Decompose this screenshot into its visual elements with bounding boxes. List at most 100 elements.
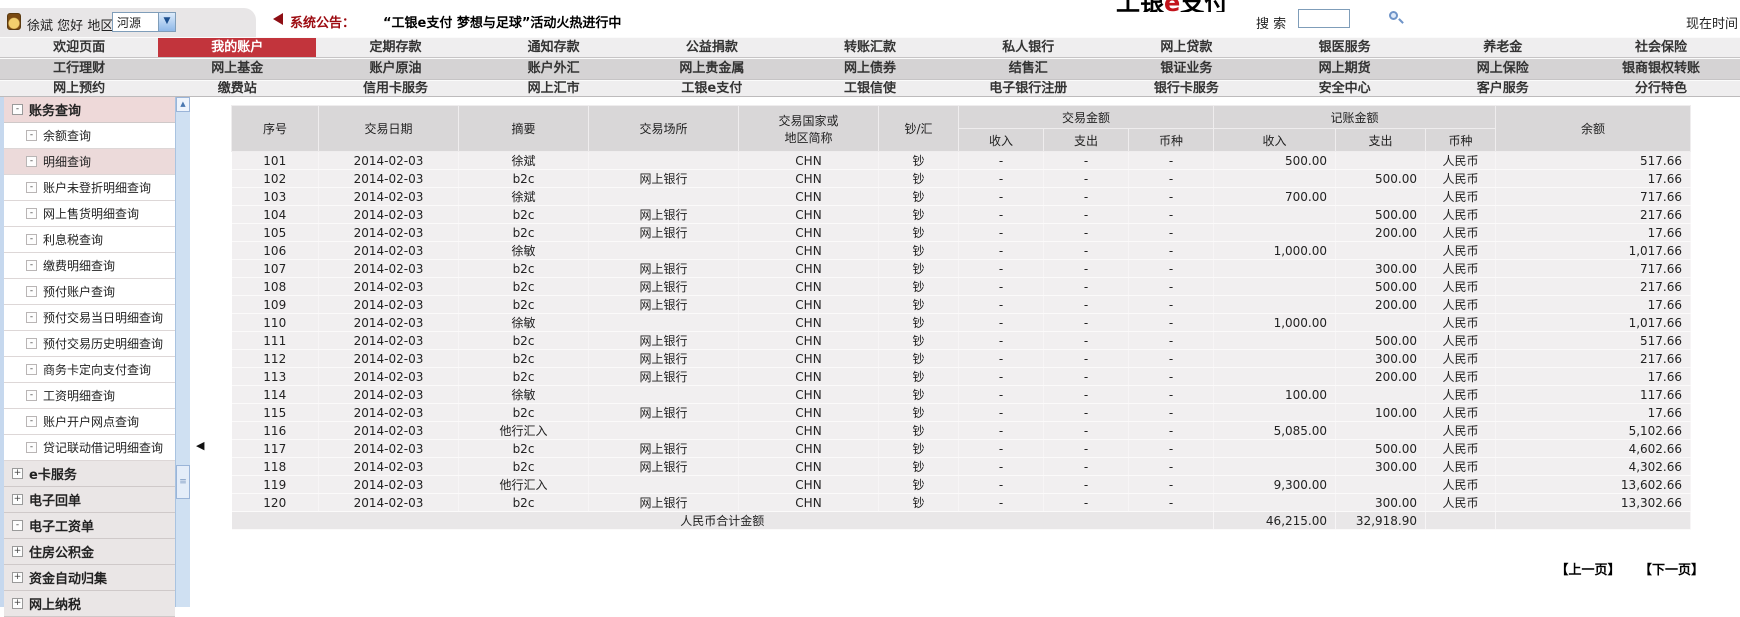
sidebar-item[interactable]: - 账务查询 (4, 97, 175, 123)
nav-tab[interactable]: 定期存款 (369, 40, 422, 55)
sidebar-collapse-icon[interactable]: ◀ (196, 439, 205, 452)
cell-cash-type: 钞 (878, 277, 959, 296)
cell-trade-currency: - (1128, 259, 1214, 278)
cell-record-income: 700.00 (1213, 187, 1336, 206)
sidebar-item[interactable]: - 预付交易当日明细查询 (4, 305, 175, 331)
sidebar-item[interactable]: + e卡服务 (4, 461, 175, 487)
cell-date: 2014-02-03 (318, 313, 459, 332)
prev-page-button[interactable]: 【上一页】 (1555, 563, 1621, 578)
nav-tab[interactable]: 银医服务 (1318, 40, 1371, 55)
sidebar-item[interactable]: - 缴费明细查询 (4, 253, 175, 279)
nav-tab[interactable]: 网上汇市 (527, 81, 580, 96)
cell-country: CHN (738, 313, 879, 332)
collapse-minus-icon[interactable]: - (12, 104, 23, 115)
collapse-minus-icon[interactable]: - (26, 416, 37, 427)
nav-tab[interactable]: 银商银权转账 (1621, 61, 1700, 76)
cell-place (588, 187, 739, 206)
next-page-button[interactable]: 【下一页】 (1638, 563, 1704, 578)
cell-record-expense: 500.00 (1335, 331, 1426, 350)
chevron-down-icon[interactable]: ▼ (158, 13, 175, 31)
sidebar-item[interactable]: + 资金自动归集 (4, 565, 175, 591)
sidebar-item[interactable]: - 预付账户查询 (4, 279, 175, 305)
expand-plus-icon[interactable]: + (12, 468, 23, 479)
nav-tab[interactable]: 欢迎页面 (53, 40, 106, 55)
expand-plus-icon[interactable]: + (12, 598, 23, 609)
nav-tab[interactable]: 养老金 (1483, 40, 1523, 55)
nav-tab[interactable]: 私人银行 (1002, 40, 1055, 55)
bank-logo: 工银e支付 (1116, 0, 1286, 12)
collapse-minus-icon[interactable]: - (26, 338, 37, 349)
region-dropdown[interactable]: 河源 ▼ (112, 12, 176, 32)
collapse-minus-icon[interactable]: - (26, 286, 37, 297)
scroll-up-icon[interactable]: ▲ (176, 97, 190, 112)
nav-tab[interactable]: 结售汇 (1008, 61, 1048, 76)
nav-tab[interactable]: 工银e支付 (681, 81, 743, 96)
scrollbar-thumb[interactable]: ≡ (176, 465, 190, 499)
collapse-minus-icon[interactable]: - (26, 312, 37, 323)
sidebar-item[interactable]: - 账户开户网点查询 (4, 409, 175, 435)
nav-tab[interactable]: 通知存款 (527, 40, 580, 55)
nav-tab[interactable]: 网上债券 (844, 61, 897, 76)
nav-tab[interactable]: 工银信使 (844, 81, 897, 96)
transaction-row: 101 2014-02-03 徐斌 CHN 钞 - - -500.00 人民币 517.66 (231, 151, 1691, 170)
nav-tab[interactable]: 工行理财 (53, 61, 106, 76)
search-input[interactable] (1298, 9, 1350, 28)
nav-tab[interactable]: 我的账户 (158, 38, 317, 57)
nav-tab[interactable]: 账户外汇 (527, 61, 580, 76)
nav-tab[interactable]: 缴费站 (217, 81, 257, 96)
collapse-minus-icon[interactable]: - (26, 390, 37, 401)
collapse-minus-icon[interactable]: - (26, 260, 37, 271)
sidebar-item[interactable]: + 网上纳税 (4, 591, 175, 617)
collapse-minus-icon[interactable]: - (26, 364, 37, 375)
sidebar-item[interactable]: - 贷记联动借记明细查询 (4, 435, 175, 461)
cell-record-income (1213, 457, 1336, 476)
cell-record-expense: 500.00 (1335, 205, 1426, 224)
nav-tab[interactable]: 网上预约 (53, 81, 106, 96)
nav-tab[interactable]: 网上基金 (211, 61, 264, 76)
sidebar-item[interactable]: - 商务卡定向支付查询 (4, 357, 175, 383)
cell-balance: 217.66 (1495, 205, 1691, 224)
nav-tab[interactable]: 社会保险 (1634, 40, 1687, 55)
nav-tab[interactable]: 网上贵金属 (679, 61, 745, 76)
cell-record-income (1213, 277, 1336, 296)
sidebar-item[interactable]: - 预付交易历史明细查询 (4, 331, 175, 357)
sidebar-scrollbar[interactable]: ▲ ≡ (175, 97, 190, 607)
cell-record-income (1213, 403, 1336, 422)
collapse-minus-icon[interactable]: - (26, 208, 37, 219)
nav-tab[interactable]: 银证业务 (1160, 61, 1213, 76)
sidebar-item[interactable]: - 账户未登折明细查询 (4, 175, 175, 201)
sidebar-item[interactable]: + 电子回单 (4, 487, 175, 513)
nav-tab[interactable]: 公益捐款 (685, 40, 738, 55)
sidebar-item[interactable]: - 电子工资单 (4, 513, 175, 539)
sidebar-item[interactable]: - 余额查询 (4, 123, 175, 149)
cell-summary: 徐敏 (458, 313, 589, 332)
nav-tab[interactable]: 分行特色 (1634, 81, 1687, 96)
nav-tab[interactable]: 账户原油 (369, 61, 422, 76)
nav-tab[interactable]: 客户服务 (1476, 81, 1529, 96)
sidebar-item[interactable]: + 住房公积金 (4, 539, 175, 565)
nav-tab[interactable]: 网上期货 (1318, 61, 1371, 76)
nav-tab[interactable]: 电子银行注册 (989, 81, 1068, 96)
sidebar-item[interactable]: - 工资明细查询 (4, 383, 175, 409)
collapse-minus-icon[interactable]: - (26, 156, 37, 167)
nav-tab[interactable]: 网上保险 (1476, 61, 1529, 76)
expand-plus-icon[interactable]: + (12, 494, 23, 505)
expand-plus-icon[interactable]: + (12, 546, 23, 557)
nav-tab[interactable]: 转账汇款 (844, 40, 897, 55)
nav-tab[interactable]: 信用卡服务 (362, 81, 428, 96)
sidebar-item[interactable]: - 网上售货明细查询 (4, 201, 175, 227)
cell-record-expense: 200.00 (1335, 223, 1426, 242)
nav-tab[interactable]: 网上贷款 (1160, 40, 1213, 55)
sidebar-item[interactable]: - 明细查询 (4, 149, 175, 175)
search-icon[interactable] (1388, 10, 1404, 26)
nav-tab[interactable]: 银行卡服务 (1153, 81, 1219, 96)
expand-plus-icon[interactable]: + (12, 572, 23, 583)
collapse-minus-icon[interactable]: - (12, 520, 23, 531)
collapse-minus-icon[interactable]: - (26, 234, 37, 245)
cell-record-currency: 人民币 (1425, 331, 1496, 350)
nav-tab[interactable]: 安全中心 (1318, 81, 1371, 96)
collapse-minus-icon[interactable]: - (26, 130, 37, 141)
collapse-minus-icon[interactable]: - (26, 182, 37, 193)
sidebar-item[interactable]: - 利息税查询 (4, 227, 175, 253)
collapse-minus-icon[interactable]: - (26, 442, 37, 453)
